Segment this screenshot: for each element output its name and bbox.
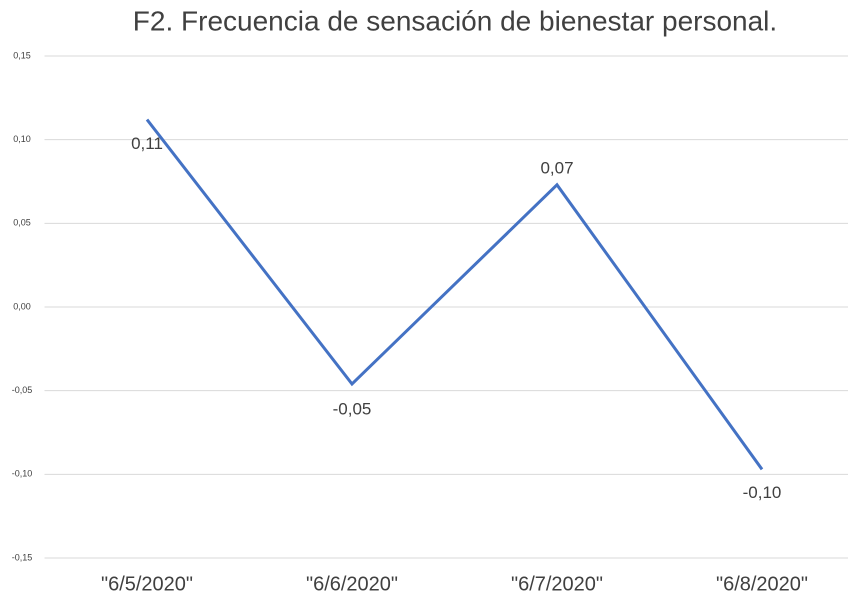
y-tick-label: 0,15 [13, 50, 31, 60]
y-tick-label: 0,05 [13, 218, 31, 228]
data-label: 0,11 [131, 134, 163, 153]
data-label: -0,10 [743, 483, 782, 502]
data-label: 0,07 [540, 158, 573, 177]
y-tick-label: 0,10 [13, 134, 31, 144]
y-tick-label: -0,15 [12, 552, 33, 562]
y-tick-label: -0,10 [12, 469, 33, 479]
x-tick-label: "6/8/2020" [716, 573, 808, 595]
chart-title: F2. Frecuencia de sensación de bienestar… [133, 5, 777, 36]
line-series [145, 118, 764, 471]
y-tick-label: 0,00 [13, 301, 31, 311]
x-tick-label: "6/5/2020" [101, 573, 193, 595]
y-tick-label: -0,05 [12, 385, 33, 395]
x-tick-label: "6/6/2020" [306, 573, 398, 595]
x-tick-label: "6/7/2020" [511, 573, 603, 595]
data-label: -0,05 [333, 399, 372, 418]
